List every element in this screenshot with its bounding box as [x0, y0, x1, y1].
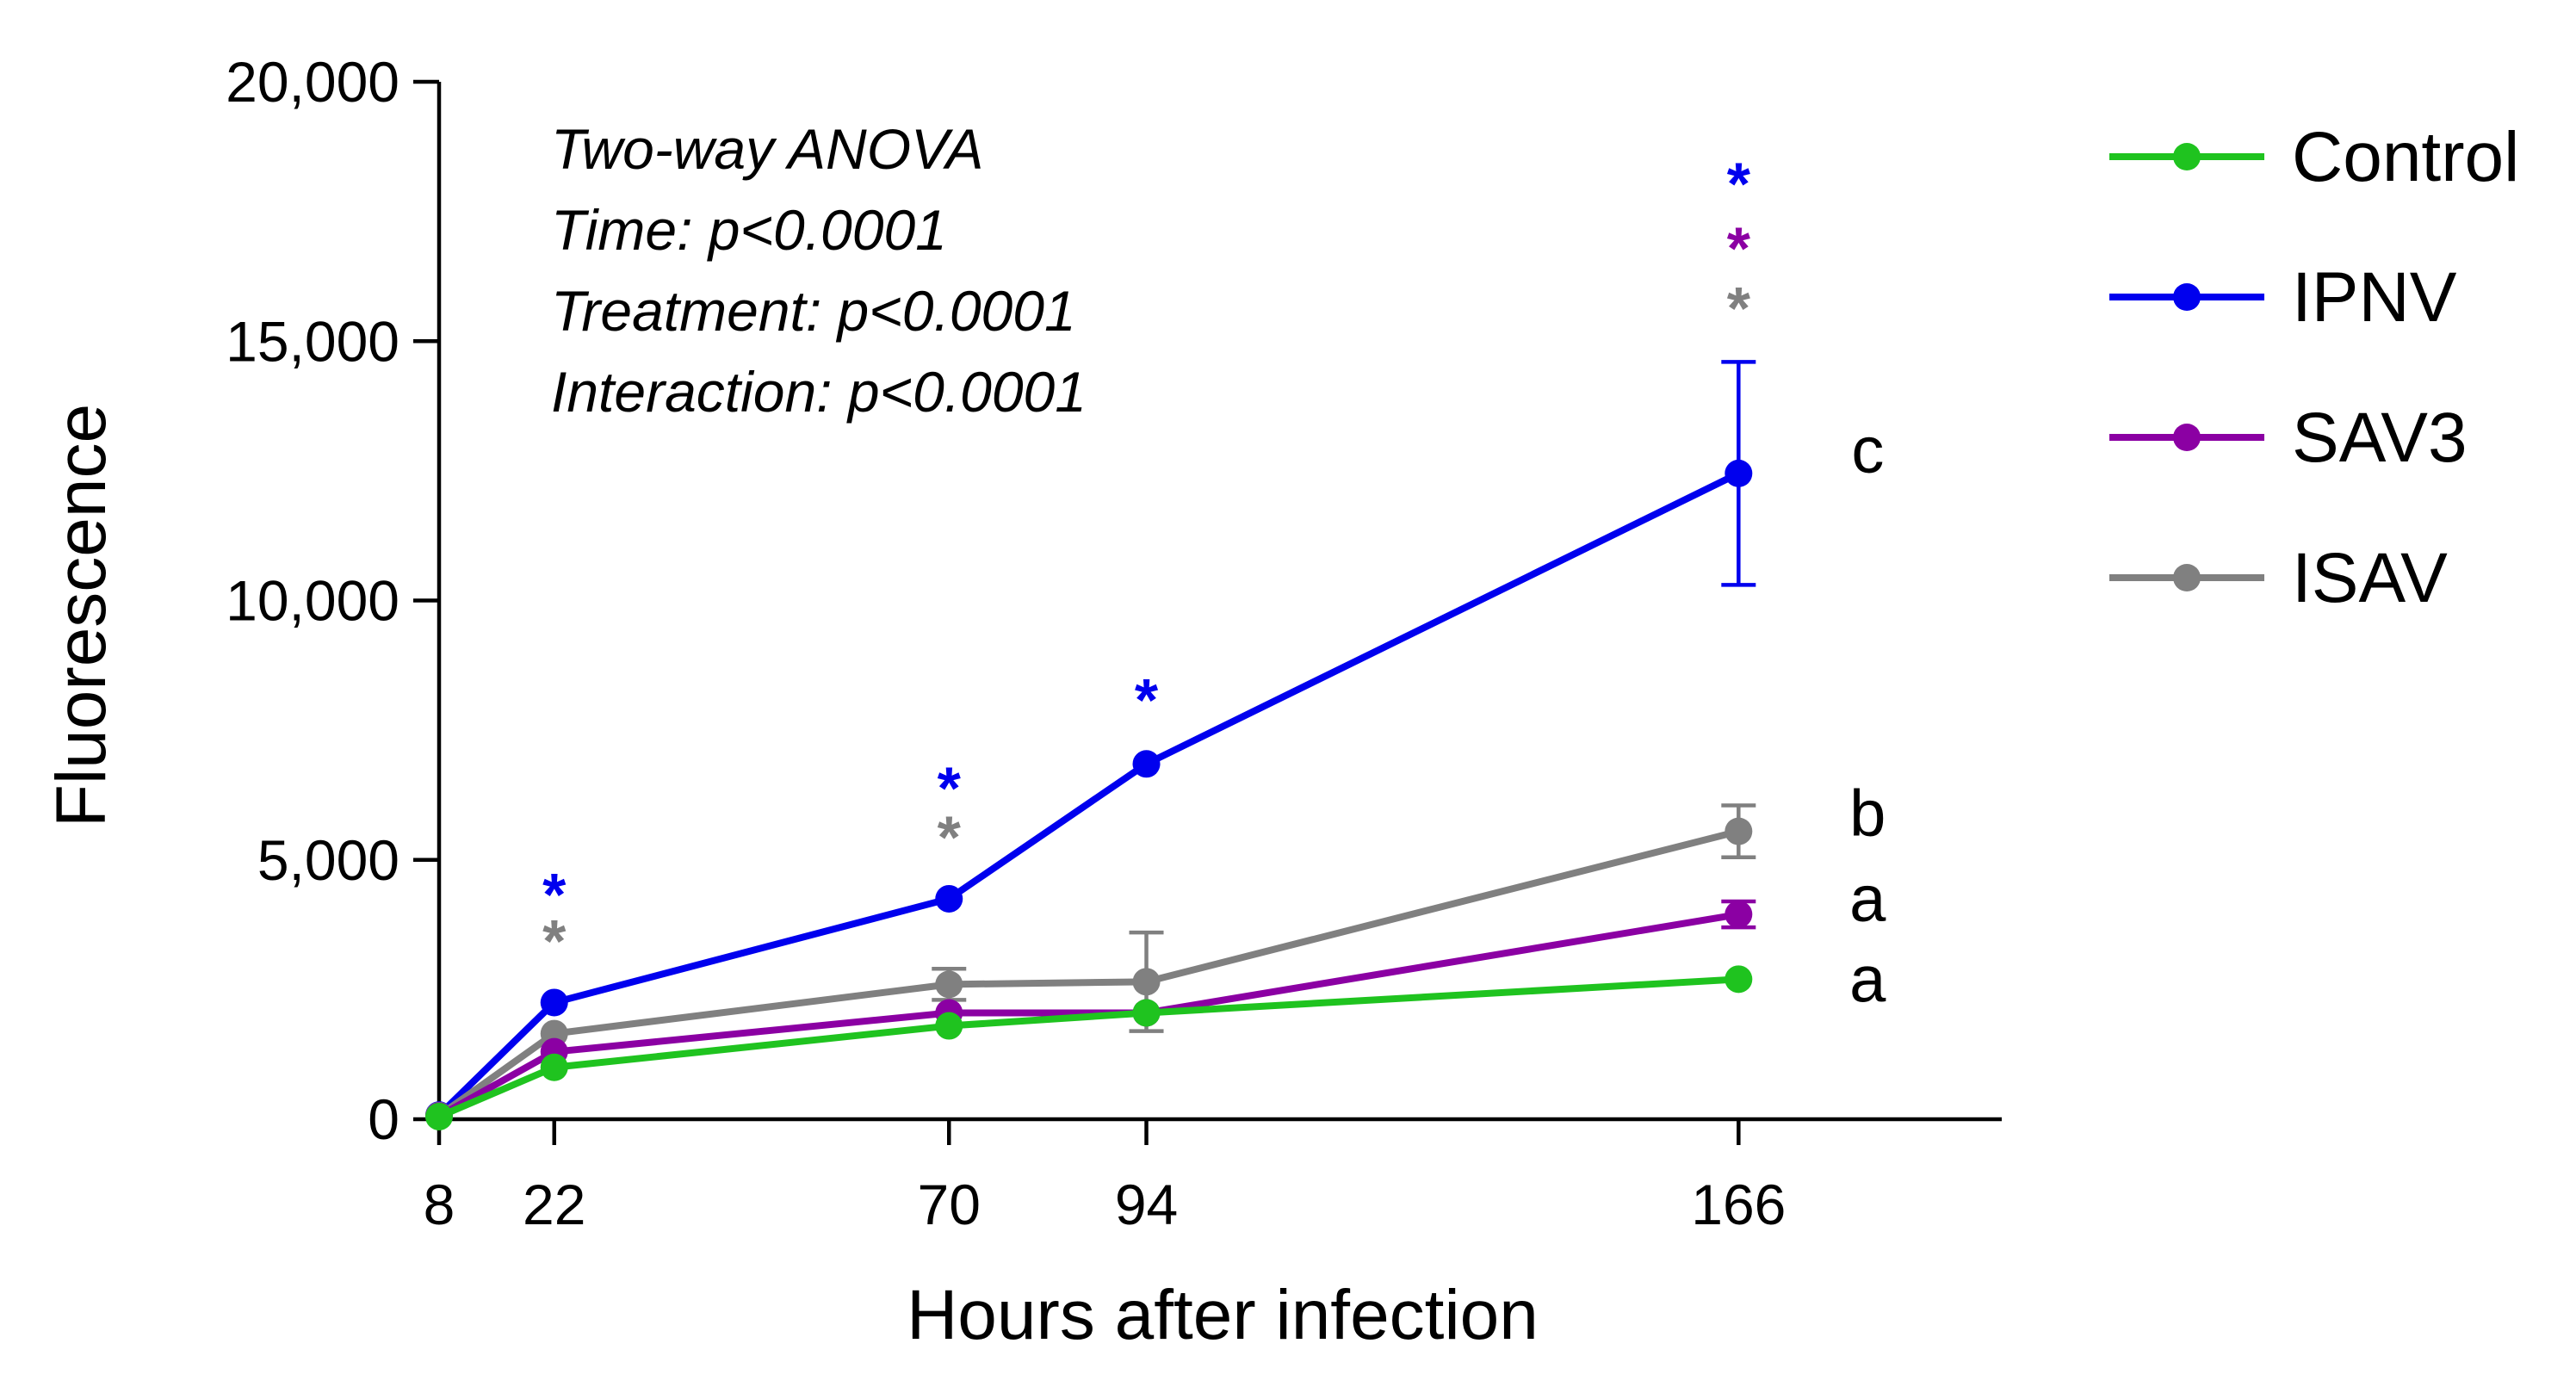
- anova-line: Two-way ANOVA: [551, 117, 983, 181]
- x-tick-label: 70: [918, 1173, 981, 1236]
- data-point: [540, 988, 568, 1017]
- legend-item-sav3: SAV3: [2109, 399, 2468, 477]
- x-tick-label: 166: [1691, 1173, 1786, 1236]
- legend-label: ISAV: [2292, 539, 2448, 617]
- x-tick-label: 94: [1115, 1173, 1178, 1236]
- significance-star: *: [542, 861, 567, 928]
- group-letter: a: [1849, 943, 1886, 1016]
- legend-item-control: Control: [2109, 118, 2519, 196]
- y-axis-title: Fluorescence: [42, 404, 121, 827]
- series-line: [437, 975, 1739, 1120]
- y-tick-label: 10,000: [226, 569, 399, 633]
- significance-star: *: [938, 754, 962, 821]
- legend-item-ipnv: IPNV: [2109, 258, 2457, 337]
- x-tick-label: 22: [523, 1173, 585, 1236]
- series: [425, 360, 1756, 1130]
- significance-star: *: [1135, 666, 1159, 734]
- data-point: [1132, 968, 1161, 996]
- anova-annotation: Two-way ANOVA Time: p<0.0001 Treatment: …: [551, 117, 1087, 424]
- series-line: [437, 827, 1740, 1119]
- legend-label: Control: [2292, 118, 2519, 196]
- group-letter: c: [1851, 414, 1884, 487]
- significance-star: *: [1727, 275, 1751, 342]
- data-point: [1725, 817, 1753, 845]
- data-point: [1132, 999, 1161, 1027]
- x-ticks: 8 22 70 94 166: [424, 1119, 1786, 1236]
- legend-marker: [2173, 143, 2201, 170]
- group-letter: a: [1849, 863, 1886, 936]
- legend-marker: [2173, 283, 2201, 311]
- legend-marker: [2173, 564, 2201, 591]
- significance-star: *: [542, 907, 567, 975]
- significance-star: *: [1727, 150, 1751, 217]
- data-point: [935, 884, 963, 913]
- y-tick-label: 15,000: [226, 309, 399, 373]
- y-ticks: 0 5,000 10,000 15,000 20,000: [226, 50, 439, 1151]
- data-point: [1725, 965, 1753, 994]
- y-tick-label: 0: [368, 1087, 399, 1151]
- group-letter: b: [1849, 777, 1886, 851]
- x-tick-label: 8: [424, 1173, 455, 1236]
- legend-item-isav: ISAV: [2109, 539, 2448, 617]
- series-isav: [425, 803, 1756, 1130]
- data-point: [1725, 901, 1753, 929]
- significance-star: *: [938, 804, 962, 871]
- y-tick-label: 5,000: [257, 828, 399, 892]
- data-point: [1132, 750, 1161, 778]
- data-point: [540, 1053, 568, 1081]
- legend-marker: [2173, 424, 2201, 451]
- anova-line: Interaction: p<0.0001: [551, 360, 1087, 424]
- data-point: [935, 970, 963, 999]
- significance-star: *: [1727, 215, 1751, 282]
- data-point: [425, 1102, 453, 1130]
- anova-line: Time: p<0.0001: [551, 198, 947, 262]
- anova-line: Treatment: p<0.0001: [551, 279, 1076, 343]
- legend: Control IPNV SAV3 ISAV: [2109, 118, 2519, 617]
- x-axis-title: Hours after infection: [907, 1276, 1539, 1354]
- series-control: [425, 965, 1753, 1130]
- data-point: [1725, 459, 1753, 487]
- y-tick-label: 20,000: [226, 50, 399, 114]
- legend-label: SAV3: [2292, 399, 2468, 477]
- data-point: [935, 1012, 963, 1040]
- legend-label: IPNV: [2292, 258, 2457, 337]
